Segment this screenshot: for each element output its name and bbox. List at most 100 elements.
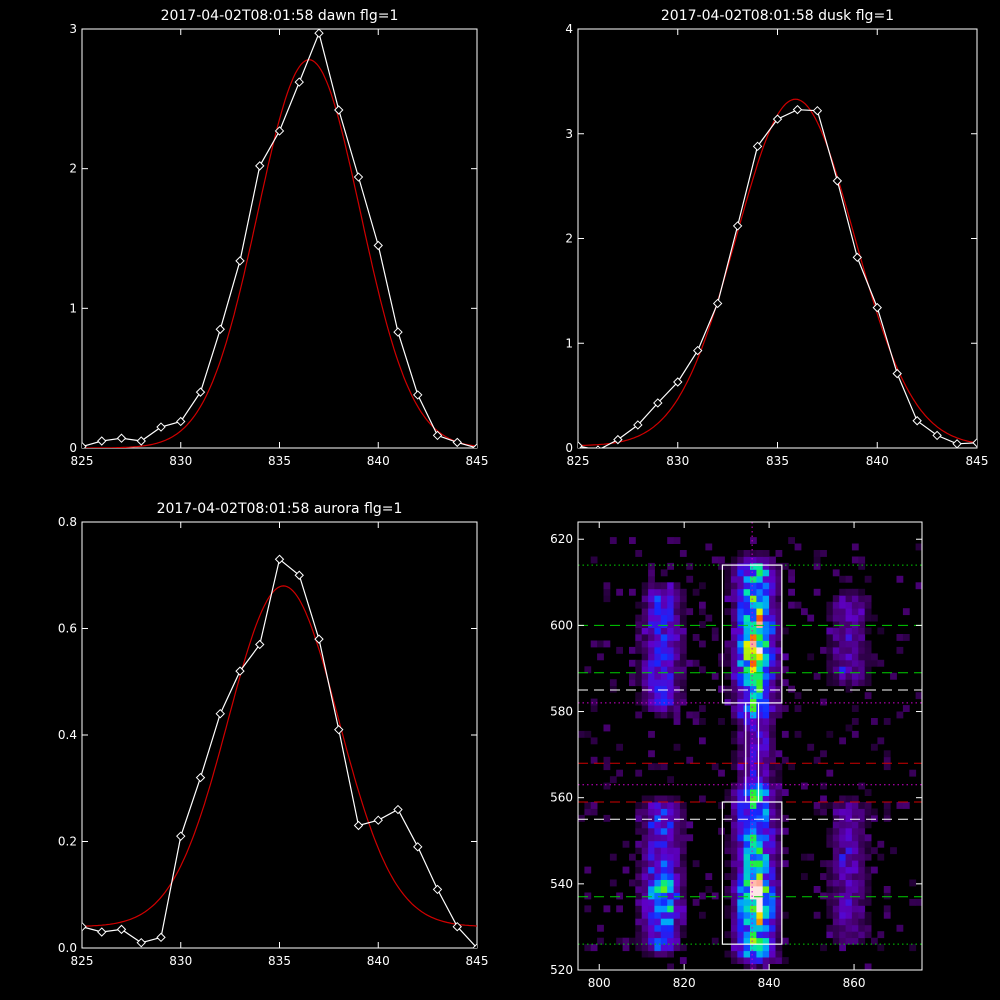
heatmap-cell <box>597 640 604 648</box>
heatmap-cell <box>762 621 770 628</box>
heatmap-cell <box>762 672 770 680</box>
data-point <box>452 437 462 448</box>
heatmap-cell <box>724 931 732 939</box>
heatmap-cell <box>839 588 846 596</box>
heatmap-cell <box>769 575 776 583</box>
x-tick-label: 845 <box>966 454 989 468</box>
heatmap-cell <box>775 827 783 835</box>
heatmap-cell <box>743 634 751 641</box>
heatmap-cell <box>845 886 853 893</box>
heatmap-cell <box>750 692 757 700</box>
data-point <box>432 884 443 895</box>
heatmap-cell <box>871 808 878 816</box>
heatmap-cell <box>743 944 751 952</box>
heatmap-cell <box>750 827 757 835</box>
heatmap-cell <box>660 763 668 771</box>
heatmap-cell <box>756 692 764 700</box>
heatmap-cell <box>603 724 611 732</box>
heatmap-cell <box>769 918 776 926</box>
heatmap-cell <box>775 802 783 809</box>
heatmap-cell <box>635 698 643 706</box>
heatmap-cell <box>832 911 840 919</box>
heatmap-cell <box>673 898 681 906</box>
heatmap-cell <box>909 944 917 952</box>
heatmap-cell <box>769 905 776 913</box>
heatmap-cell <box>750 724 757 732</box>
heatmap-cell <box>750 756 757 764</box>
heatmap-cell <box>750 789 757 796</box>
data-point <box>353 172 364 182</box>
data-point <box>176 831 186 841</box>
heatmap-cell <box>775 705 783 712</box>
heatmap-cell <box>845 860 853 868</box>
heatmap-cell <box>648 763 655 771</box>
heatmap-cell <box>762 834 770 842</box>
heatmap-cell <box>686 756 694 764</box>
heatmap-cell <box>769 821 776 829</box>
data-point <box>952 439 962 448</box>
heatmap-cell <box>769 840 776 848</box>
heatmap-cell <box>654 821 662 829</box>
heatmap-cell <box>762 931 770 939</box>
y-tick-label: 0 <box>69 441 77 455</box>
heatmap-cell <box>667 963 674 971</box>
heatmap-cell <box>756 957 764 964</box>
heatmap-cell <box>851 588 859 596</box>
heatmap-cell <box>769 718 776 725</box>
heatmap-cell <box>762 711 770 719</box>
heatmap-cell <box>756 550 764 557</box>
heatmap-cell <box>858 905 866 913</box>
heatmap-cell <box>667 537 674 544</box>
heatmap-cell <box>756 789 764 796</box>
heatmap-cell <box>673 653 681 661</box>
heatmap-cell <box>660 666 668 674</box>
heatmap-cell <box>832 840 840 848</box>
heatmap-cell <box>667 659 674 667</box>
heatmap-cell <box>648 898 655 906</box>
heatmap-cell <box>641 814 649 822</box>
data-point <box>792 104 803 115</box>
heatmap-cell <box>762 911 770 919</box>
heatmap-cell <box>737 944 745 952</box>
heatmap-cell <box>756 840 764 848</box>
heatmap-cell <box>750 750 757 758</box>
heatmap-cell <box>679 808 687 816</box>
heatmap-cell <box>660 886 668 893</box>
heatmap-cell <box>724 911 732 919</box>
heatmap-cell <box>851 834 859 842</box>
heatmap-cell <box>648 666 655 674</box>
heatmap-cell <box>673 873 681 880</box>
y-tick-label: 560 <box>550 791 573 805</box>
heatmap-cell <box>769 621 776 628</box>
data-point <box>255 639 265 650</box>
heatmap-cell <box>807 853 815 861</box>
heatmap-cell <box>769 666 776 674</box>
heatmap-cell <box>775 944 783 952</box>
heatmap-cell <box>864 918 872 926</box>
heatmap-cell <box>641 892 649 900</box>
heatmap-cell <box>762 692 770 700</box>
heatmap-cell <box>667 795 674 803</box>
heatmap-cell <box>839 873 846 880</box>
heatmap-cell <box>743 640 751 648</box>
heatmap-cell <box>730 679 738 687</box>
heatmap-cell <box>654 627 662 635</box>
y-tick-label: 600 <box>550 618 573 632</box>
heatmap-cell <box>654 653 662 661</box>
heatmap-cell <box>769 873 776 880</box>
heatmap-cell <box>832 879 840 887</box>
heatmap-cell <box>603 782 611 790</box>
heatmap-cell <box>762 679 770 687</box>
heatmap-cell <box>629 646 636 654</box>
heatmap-cell <box>743 847 751 855</box>
heatmap-cell <box>756 782 764 790</box>
heatmap-cell <box>769 866 776 874</box>
heatmap-cell <box>864 892 872 900</box>
heatmap-cell <box>737 763 745 771</box>
heatmap-cell <box>750 685 757 693</box>
heatmap-cell <box>756 763 764 771</box>
heatmap-cell <box>590 944 598 952</box>
heatmap-cell <box>851 543 859 551</box>
heatmap-cell <box>826 659 834 667</box>
heatmap-cell <box>737 847 745 855</box>
